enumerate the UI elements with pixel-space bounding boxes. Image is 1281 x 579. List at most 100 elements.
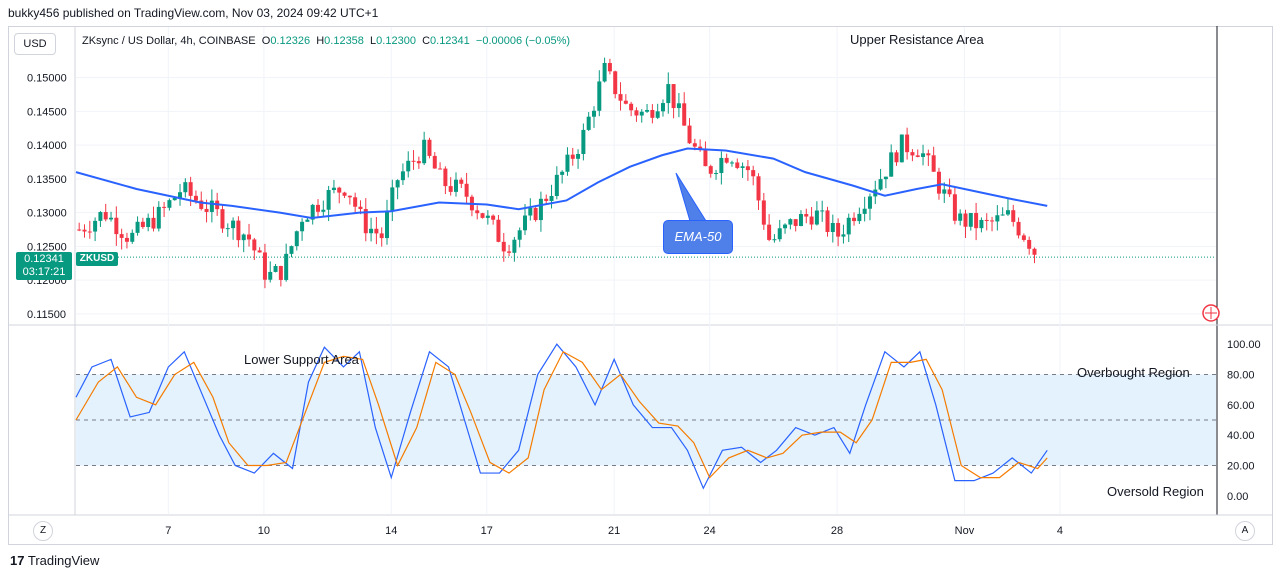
- candle: [448, 177, 453, 196]
- candle: [990, 216, 995, 232]
- candle: [554, 166, 559, 200]
- low-label: L: [370, 35, 377, 47]
- candle: [915, 149, 920, 158]
- candle: [284, 243, 289, 282]
- time-tick-label: 14: [385, 525, 397, 537]
- candle: [931, 146, 936, 172]
- candle: [995, 205, 1000, 231]
- candle: [241, 233, 246, 253]
- candle: [751, 165, 756, 186]
- candle: [416, 156, 421, 169]
- close-value: 0.12341: [430, 35, 470, 47]
- candle: [836, 218, 841, 247]
- candle: [485, 210, 490, 225]
- candle: [735, 158, 740, 170]
- candle: [390, 179, 395, 221]
- price-tick-label: 0.11500: [27, 309, 66, 321]
- candle: [963, 209, 968, 238]
- candle: [225, 223, 230, 237]
- candle: [422, 131, 427, 166]
- candle: [252, 237, 257, 261]
- upper-resistance-label[interactable]: Upper Resistance Area: [850, 32, 984, 47]
- candle: [87, 220, 92, 239]
- candle: [517, 227, 522, 248]
- candle: [581, 123, 586, 161]
- candle: [660, 99, 665, 117]
- tradingview-logo[interactable]: 17 TradingView: [10, 553, 99, 568]
- zoom-button[interactable]: Z: [33, 521, 53, 541]
- candle: [714, 169, 719, 180]
- currency-button[interactable]: USD: [14, 33, 56, 55]
- candle: [729, 160, 734, 167]
- candle: [374, 217, 379, 245]
- candle: [1011, 204, 1016, 227]
- candle: [220, 205, 225, 233]
- oversold-label[interactable]: Oversold Region: [1107, 484, 1204, 499]
- candle: [1005, 198, 1010, 216]
- candle: [852, 212, 857, 226]
- candle: [507, 244, 512, 257]
- candle: [1000, 207, 1005, 216]
- candle: [958, 209, 963, 226]
- time-tick-label: 4: [1057, 525, 1063, 537]
- alert-icon[interactable]: [1202, 304, 1220, 322]
- candle: [825, 206, 830, 237]
- candle: [899, 134, 904, 163]
- bar-countdown: 03:17:21: [22, 266, 66, 278]
- candle: [262, 243, 267, 289]
- price-tick-label: 0.14000: [27, 140, 67, 152]
- candle: [236, 216, 241, 248]
- lower-support-label[interactable]: Lower Support Area: [244, 352, 359, 367]
- price-tick-label: 0.13500: [27, 174, 67, 186]
- candle: [767, 214, 772, 242]
- candle: [273, 263, 278, 273]
- candle: [650, 104, 655, 124]
- candle: [586, 112, 591, 131]
- candle: [607, 58, 612, 75]
- candle: [406, 151, 411, 178]
- candle: [385, 199, 390, 245]
- overbought-label[interactable]: Overbought Region: [1077, 365, 1190, 380]
- price-tick-labels: 0.15000 0.14500 0.14000 0.13500 0.13000 0.125…: [27, 73, 67, 321]
- candle: [528, 198, 533, 221]
- candle: [629, 101, 634, 117]
- candle: [671, 84, 676, 119]
- candle: [814, 201, 819, 226]
- candle: [77, 222, 82, 232]
- stochastic-series: [75, 343, 1048, 490]
- time-tick-label: 7: [165, 525, 171, 537]
- candle: [793, 219, 798, 232]
- candle: [544, 194, 549, 205]
- change-value: −0.00006 (−0.05%): [475, 35, 571, 47]
- candle: [894, 150, 899, 166]
- candle: [857, 207, 862, 224]
- candle: [745, 160, 750, 181]
- candle: [618, 82, 623, 111]
- candle: [199, 191, 204, 211]
- candle: [724, 153, 729, 164]
- auto-scale-button[interactable]: A: [1235, 521, 1255, 541]
- ema-callout[interactable]: EMA-50: [663, 220, 733, 254]
- candle: [883, 176, 888, 189]
- candle: [645, 104, 650, 113]
- candle: [183, 178, 188, 198]
- price-tick-label: 0.12500: [27, 241, 67, 253]
- candle: [591, 106, 596, 128]
- candle: [947, 178, 952, 198]
- high-label: H: [316, 35, 325, 47]
- candle: [454, 172, 458, 197]
- candle: [146, 213, 151, 232]
- time-tick-labels: 7 10 14 17 21 24 28 Nov 4: [165, 525, 1063, 537]
- candle: [316, 199, 321, 217]
- candle: [862, 196, 867, 222]
- oscillator-tick-label: 100.00: [1227, 339, 1261, 351]
- close-label: C: [422, 35, 431, 47]
- price-tick-label: 0.13000: [27, 208, 67, 220]
- tv-brand: TradingView: [27, 553, 100, 568]
- candle: [889, 144, 894, 177]
- candle: [400, 163, 405, 185]
- candle: [305, 217, 310, 222]
- candle: [867, 193, 872, 221]
- candle: [570, 147, 575, 166]
